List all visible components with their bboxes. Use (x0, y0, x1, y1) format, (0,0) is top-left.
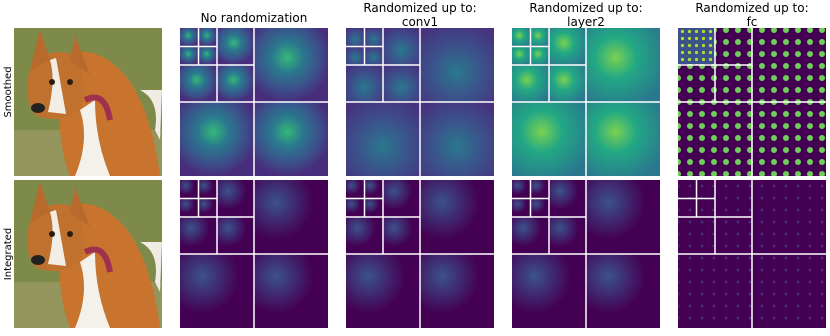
saliency-tile (586, 102, 660, 176)
saliency-tile (346, 180, 365, 199)
saliency-tile (512, 180, 531, 199)
saliency-map (180, 180, 328, 328)
saliency-tile (180, 198, 199, 217)
saliency-tile (715, 28, 752, 65)
saliency-tile (586, 254, 660, 328)
saliency-map (678, 28, 826, 176)
dog-photo (14, 28, 162, 176)
saliency-tile (383, 180, 420, 217)
saliency-tile (586, 28, 660, 102)
column-title: No randomization (201, 11, 308, 25)
saliency-tile (346, 198, 365, 217)
saliency-map (180, 28, 328, 176)
saliency-tile (678, 254, 752, 328)
saliency-tile (346, 65, 383, 102)
saliency-map (346, 28, 494, 176)
saliency-tile (752, 254, 826, 328)
row-label: Integrated (3, 228, 14, 280)
saliency-tile (696, 198, 715, 217)
saliency-map (512, 28, 660, 176)
saliency-tile (752, 180, 826, 254)
saliency-tile (346, 102, 420, 176)
saliency-tile (420, 180, 494, 254)
saliency-tile (383, 217, 420, 254)
saliency-tile (715, 65, 752, 102)
saliency-tile (217, 217, 254, 254)
saliency-tile (752, 102, 826, 176)
saliency-tile (346, 217, 383, 254)
dog-photo (14, 180, 162, 328)
saliency-tile (217, 65, 254, 102)
saliency-tile (530, 28, 549, 47)
saliency-map (512, 180, 660, 328)
saliency-tile (512, 217, 549, 254)
saliency-tile (420, 28, 494, 102)
saliency-tile (678, 180, 697, 199)
column-title: layer2 (567, 15, 605, 29)
saliency-tile (530, 198, 549, 217)
saliency-tile (678, 28, 714, 64)
saliency-tile (180, 217, 217, 254)
saliency-tile (752, 28, 826, 102)
saliency-tile (715, 180, 752, 217)
saliency-tile (512, 46, 531, 65)
saliency-tile (254, 102, 328, 176)
saliency-tile (217, 28, 254, 65)
saliency-tile (512, 65, 549, 102)
saliency-tile (180, 254, 254, 328)
saliency-tile (549, 217, 586, 254)
saliency-tile (715, 217, 752, 254)
saliency-tile (180, 65, 217, 102)
column-title: fc (747, 15, 758, 29)
saliency-tile (180, 180, 199, 199)
saliency-tile (198, 198, 217, 217)
saliency-tile (383, 28, 420, 65)
saliency-tile (346, 46, 365, 65)
saliency-tile (696, 180, 715, 199)
saliency-tile (678, 198, 697, 217)
saliency-tile (180, 46, 199, 65)
saliency-tile (420, 102, 494, 176)
saliency-tile (678, 217, 715, 254)
saliency-tile (549, 28, 586, 65)
saliency-tile (180, 28, 199, 47)
saliency-tile (586, 180, 660, 254)
saliency-map (678, 180, 826, 328)
saliency-tile (364, 198, 383, 217)
saliency-tile (180, 102, 254, 176)
saliency-tile (383, 65, 420, 102)
saliency-tile (549, 65, 586, 102)
column-title: Randomized up to: (695, 1, 808, 15)
saliency-tile (530, 46, 549, 65)
saliency-tile (364, 46, 383, 65)
saliency-tile (346, 28, 365, 47)
saliency-tile (254, 180, 328, 254)
input-images (14, 28, 162, 328)
saliency-tile (549, 180, 586, 217)
saliency-tile (217, 180, 254, 217)
saliency-map (346, 180, 494, 328)
saliency-tile (420, 254, 494, 328)
saliency-tile (254, 254, 328, 328)
saliency-tile (364, 28, 383, 47)
saliency-tile (346, 254, 420, 328)
saliency-tile (198, 28, 217, 47)
saliency-tile (198, 180, 217, 199)
column-title: conv1 (402, 15, 438, 29)
saliency-tile (254, 28, 328, 102)
column-title: Randomized up to: (529, 1, 642, 15)
saliency-tile (530, 180, 549, 199)
saliency-tile (512, 254, 586, 328)
column-title: Randomized up to: (363, 1, 476, 15)
saliency-tile (678, 65, 715, 102)
saliency-tile (512, 28, 531, 47)
saliency-tile (198, 46, 217, 65)
row-label: Smoothed (3, 66, 14, 117)
saliency-tile (678, 102, 752, 176)
saliency-tile (512, 198, 531, 217)
saliency-tile (512, 102, 586, 176)
saliency-tile (364, 180, 383, 199)
